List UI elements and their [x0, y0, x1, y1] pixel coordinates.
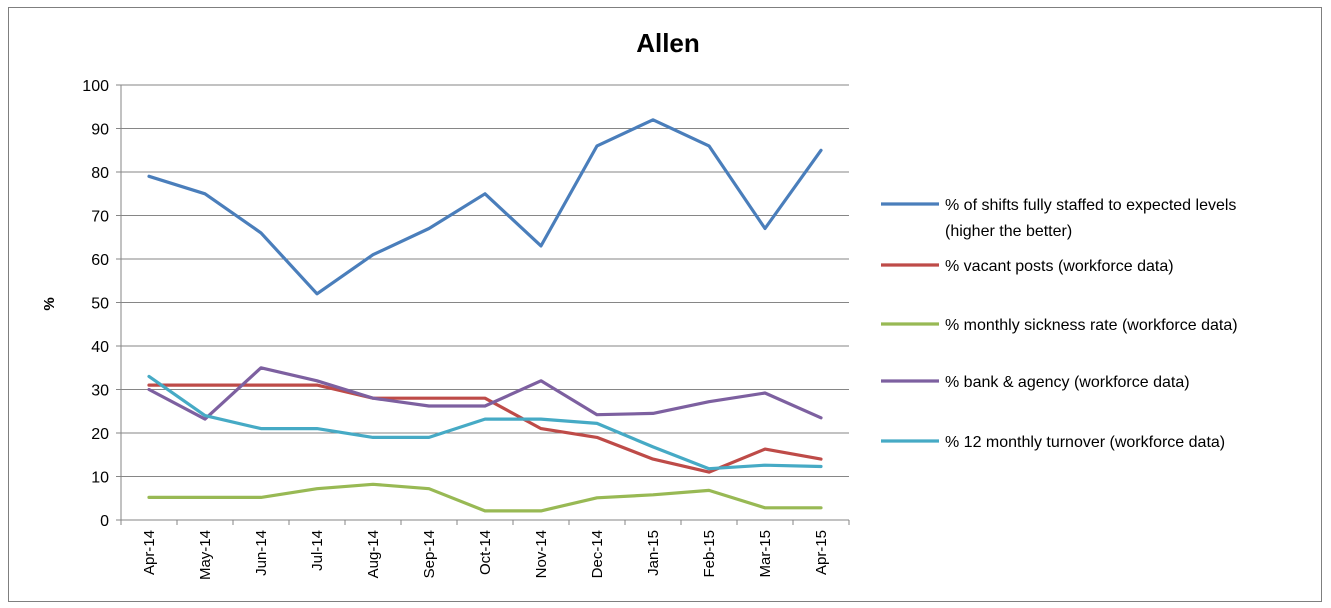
axes — [120, 85, 850, 525]
y-tick-label: 60 — [91, 252, 109, 269]
gridlines — [116, 84, 849, 521]
y-tick-label: 40 — [91, 339, 109, 356]
series-line-1 — [147, 383, 823, 474]
x-tick-label: Dec-14 — [589, 530, 606, 578]
series-line-4 — [147, 374, 823, 471]
x-tick-label: Nov-14 — [533, 530, 550, 578]
legend: % of shifts fully staffed to expected le… — [881, 197, 1238, 451]
series-line-2 — [147, 482, 823, 513]
y-tick-label: 0 — [100, 513, 109, 530]
y-tick-label: 90 — [91, 122, 109, 139]
x-tick-label: Jun-14 — [253, 530, 270, 576]
y-tick-label: 50 — [91, 296, 109, 313]
chart-title: Allen — [636, 28, 700, 58]
y-axis-label: % — [41, 297, 58, 310]
y-tick-label: 10 — [91, 470, 109, 487]
y-tick-label: 20 — [91, 426, 109, 443]
chart-frame: Allen % 0 10 20 30 40 50 60 70 80 90 100 Apr-14 May… — [8, 7, 1322, 602]
legend-label-3: % bank & agency (workforce data) — [945, 374, 1190, 391]
legend-label-1: % vacant posts (workforce data) — [945, 258, 1174, 275]
x-tick-label: Jan-15 — [645, 530, 662, 576]
x-tick-label: Mar-15 — [757, 530, 774, 578]
x-tick-label: Jul-14 — [309, 530, 326, 571]
x-tick-label: May-14 — [197, 530, 214, 580]
x-tick-labels: Apr-14 May-14 Jun-14 Jul-14 Aug-14 Sep-14 Oct-… — [141, 530, 830, 580]
x-tick-label: Sep-14 — [421, 530, 438, 578]
series-line-3 — [147, 366, 823, 421]
x-tick-label: Apr-15 — [813, 530, 830, 575]
y-tick-label: 30 — [91, 383, 109, 400]
legend-label-4: % 12 monthly turnover (workforce data) — [945, 434, 1225, 451]
legend-label-0: % of shifts fully staffed to expected le… — [945, 197, 1236, 214]
y-tick-labels: 0 10 20 30 40 50 60 70 80 90 100 — [82, 78, 109, 530]
top-edge-strip — [0, 0, 1331, 3]
y-tick-label: 70 — [91, 209, 109, 226]
line-chart: Allen % 0 10 20 30 40 50 60 70 80 90 100 Apr-14 May… — [41, 28, 1238, 580]
x-tick-label: Apr-14 — [141, 530, 158, 575]
y-tick-label: 80 — [91, 165, 109, 182]
x-tick-label: Oct-14 — [477, 530, 494, 575]
legend-label-0: (higher the better) — [945, 223, 1072, 240]
x-tick-label: Feb-15 — [701, 530, 718, 578]
series-line-0 — [147, 118, 823, 296]
x-tick-label: Aug-14 — [365, 530, 382, 578]
y-tick-label: 100 — [82, 78, 109, 95]
series-lines — [147, 118, 823, 513]
legend-label-2: % monthly sickness rate (workforce data) — [945, 317, 1238, 334]
